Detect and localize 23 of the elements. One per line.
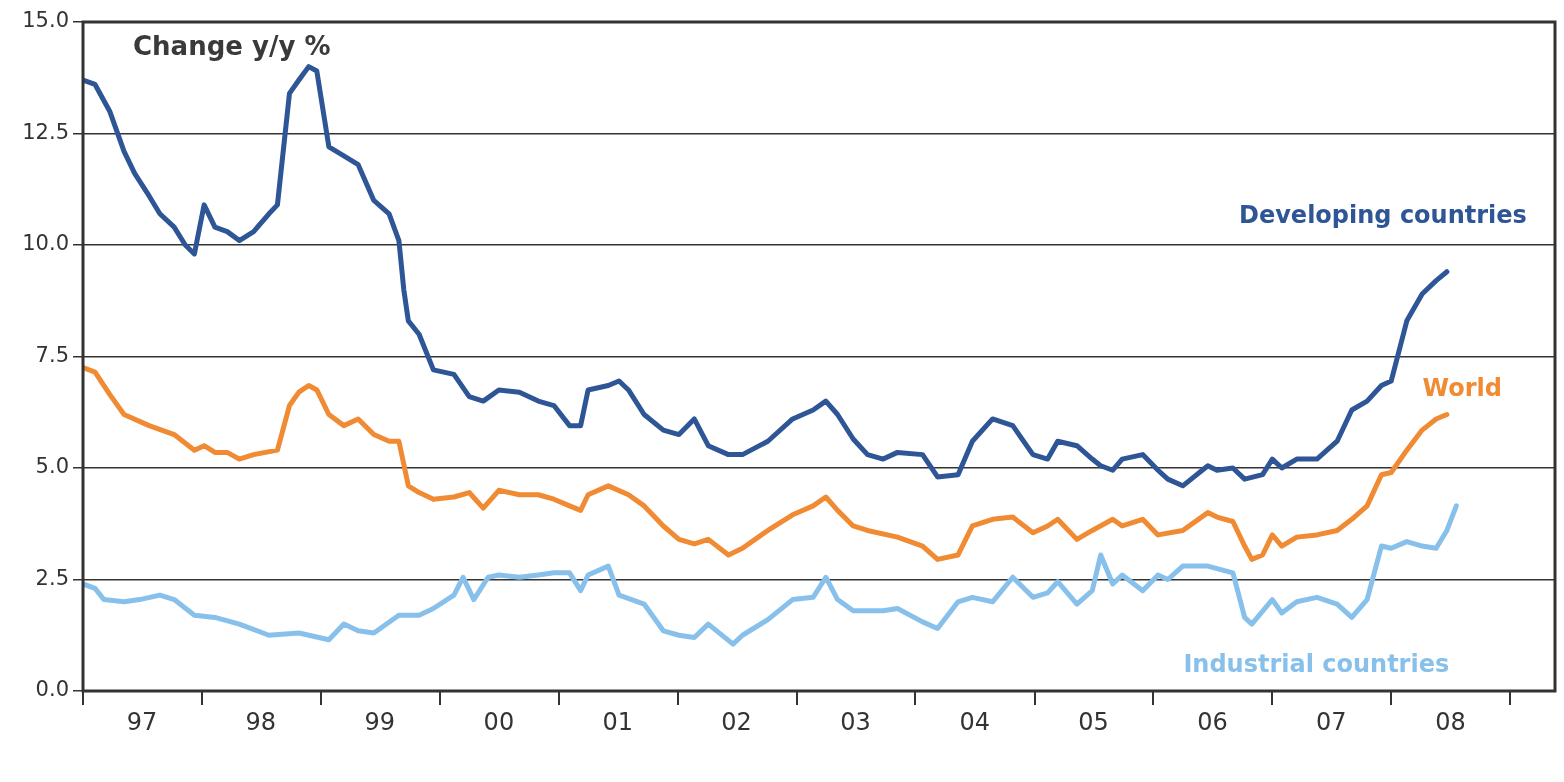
y-tick-label: 10.0 [22,231,69,256]
x-tick-label: 06 [1197,707,1228,736]
y-tick-label: 2.5 [35,565,69,590]
x-tick-label: 01 [602,707,634,736]
x-tick-label: 97 [126,707,158,736]
x-tick-label: 07 [1316,707,1347,736]
y-tick-label: 5.0 [35,454,69,479]
x-tick-label: 02 [721,707,752,736]
series-label: World [1422,373,1502,402]
x-tick-label: 00 [483,707,515,736]
x-tick-label: 04 [959,707,990,736]
x-tick-label: 99 [364,707,395,736]
x-tick-label: 98 [245,707,277,736]
y-tick-label: 7.5 [35,342,69,367]
x-tick-label: 08 [1435,707,1466,736]
x-tick-label: 05 [1078,707,1109,736]
y-tick-label: 12.5 [22,119,69,144]
x-tick-label: 03 [840,707,871,736]
text: Industrial countries [1183,650,1450,679]
chart-title: Change y/y % [133,30,331,61]
y-tick-label: 0.0 [35,677,69,702]
text: Developing countries [1239,200,1527,229]
y-tick-label: 15.0 [22,8,69,33]
